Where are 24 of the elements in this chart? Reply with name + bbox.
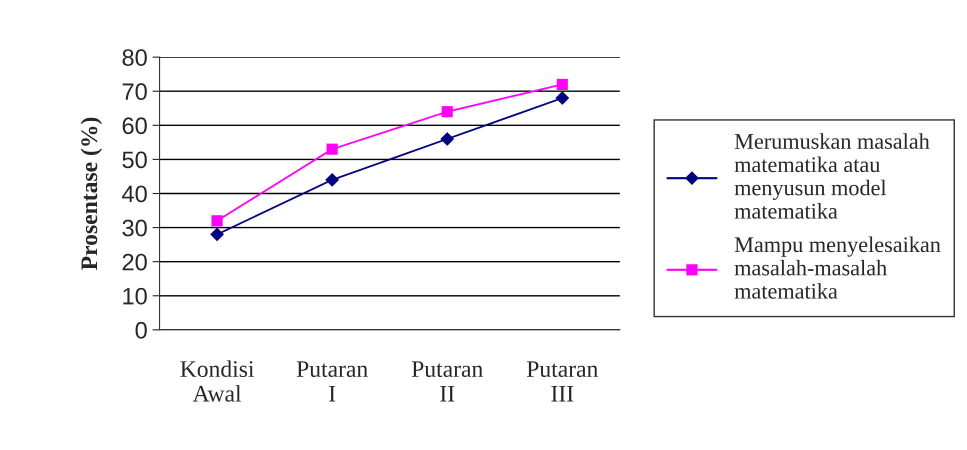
point bbox=[556, 91, 569, 105]
point bbox=[326, 173, 339, 186]
y-tick-label: 80 bbox=[122, 49, 147, 66]
point bbox=[212, 215, 223, 226]
legend-label: Merumuskan masalah matematika atau menyusun model matematika bbox=[734, 133, 930, 219]
x-tick-label: Putaran II bbox=[412, 361, 483, 402]
y-tick-label: 10 bbox=[123, 288, 147, 305]
point bbox=[326, 144, 338, 155]
y-tick-label: 40 bbox=[122, 186, 147, 202]
y-tick-label: 0 bbox=[136, 322, 147, 339]
point bbox=[442, 106, 453, 118]
x-tick-label: Putaran I bbox=[296, 361, 368, 402]
y-tick-label: 70 bbox=[122, 83, 147, 100]
y-tick-label: 60 bbox=[122, 117, 147, 134]
y-axis-title: Prosentase (%) bbox=[80, 118, 102, 270]
x-tick-label: Putaran III bbox=[526, 361, 598, 402]
x-tick-label: Kondisi Awal bbox=[180, 360, 254, 402]
y-tick-label: 50 bbox=[122, 151, 147, 168]
y-tick-label: 20 bbox=[122, 254, 147, 270]
point bbox=[556, 78, 568, 90]
y-tick-label: 30 bbox=[122, 220, 147, 236]
point bbox=[210, 228, 224, 241]
legend-label: Mampu menyelesaikan masalah-masalah matematika bbox=[734, 236, 941, 299]
point bbox=[440, 132, 454, 146]
